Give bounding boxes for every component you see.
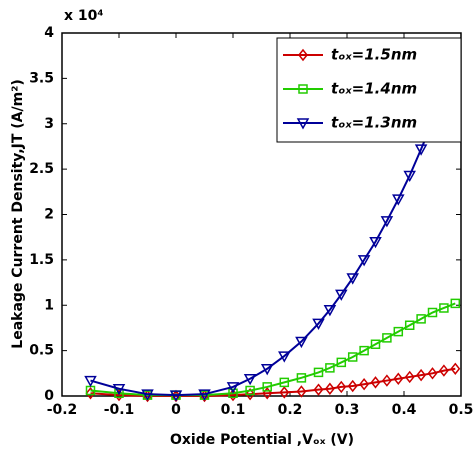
marker	[416, 368, 427, 382]
marker	[243, 374, 257, 386]
x-tick-label: 0.3	[335, 402, 360, 418]
marker	[262, 382, 272, 392]
marker	[296, 373, 307, 383]
y-tick-label: 2.5	[29, 161, 54, 177]
marker	[325, 363, 335, 373]
marker	[393, 372, 404, 385]
marker	[84, 375, 97, 388]
marker	[357, 255, 371, 267]
y-tick-label: 1.5	[29, 252, 54, 268]
marker	[226, 382, 240, 394]
legend-marker	[298, 84, 308, 94]
marker	[404, 370, 415, 384]
marker	[260, 364, 274, 376]
legend-label: tₒₓ=1.5nm	[331, 46, 417, 64]
marker	[382, 333, 392, 343]
marker	[279, 386, 290, 399]
marker	[370, 376, 381, 389]
marker	[245, 385, 255, 396]
marker	[312, 318, 325, 330]
marker	[403, 170, 416, 183]
marker	[370, 339, 381, 350]
marker	[198, 389, 211, 401]
legend-marker	[296, 118, 310, 130]
marker	[141, 389, 154, 401]
marker	[335, 289, 348, 301]
marker	[245, 387, 256, 401]
x-tick-label: 0.1	[221, 402, 246, 418]
x-tick-label: 0.2	[278, 402, 303, 418]
marker	[347, 379, 358, 393]
marker	[404, 320, 415, 330]
marker	[427, 307, 438, 318]
y-multiplier: x 10⁴	[64, 8, 104, 24]
marker	[416, 314, 426, 324]
marker	[393, 326, 404, 337]
marker	[427, 367, 438, 380]
x-axis-label: Oxide Potential ,Vₒₓ (V)	[170, 432, 354, 448]
marker	[359, 345, 369, 356]
x-tick-label: 0.5	[449, 402, 474, 418]
marker	[296, 385, 307, 398]
marker	[347, 352, 358, 362]
y-tick-label: 3.5	[29, 70, 54, 86]
legend-marker	[298, 48, 308, 62]
marker	[142, 390, 153, 400]
series-line	[90, 73, 457, 397]
marker	[112, 383, 126, 396]
marker	[199, 390, 210, 400]
marker	[359, 378, 370, 391]
marker	[346, 273, 359, 285]
y-axis-label: Leakage Current Density,JT (A/m²)	[10, 79, 26, 348]
x-tick-label: 0	[171, 402, 181, 418]
marker	[278, 351, 291, 363]
y-tick-label: 2	[44, 207, 54, 223]
y-tick-label: 4	[44, 25, 54, 41]
marker	[324, 382, 335, 395]
marker	[295, 336, 308, 349]
marker	[392, 194, 405, 206]
y-tick-label: 0.5	[29, 343, 54, 359]
marker	[450, 298, 461, 309]
marker	[313, 367, 324, 378]
marker	[313, 383, 324, 396]
marker	[380, 216, 394, 228]
x-tick-label: 0.4	[392, 402, 417, 418]
x-tick-label: -0.2	[47, 402, 78, 418]
y-tick-label: 1	[44, 297, 54, 313]
legend-label: tₒₓ=1.3nm	[331, 114, 417, 132]
marker	[369, 236, 382, 249]
marker	[381, 374, 392, 387]
marker	[323, 305, 337, 317]
x-tick-label: -0.1	[104, 402, 135, 418]
marker	[85, 385, 96, 396]
marker	[336, 357, 347, 368]
marker	[439, 303, 449, 313]
y-tick-label: 3	[44, 116, 54, 132]
marker	[336, 380, 347, 394]
marker	[414, 144, 428, 156]
y-tick-label: 0	[44, 388, 54, 404]
marker	[169, 390, 183, 402]
marker	[450, 362, 461, 375]
legend-label: tₒₓ=1.4nm	[331, 80, 417, 98]
marker	[279, 377, 290, 388]
marker	[438, 364, 449, 377]
